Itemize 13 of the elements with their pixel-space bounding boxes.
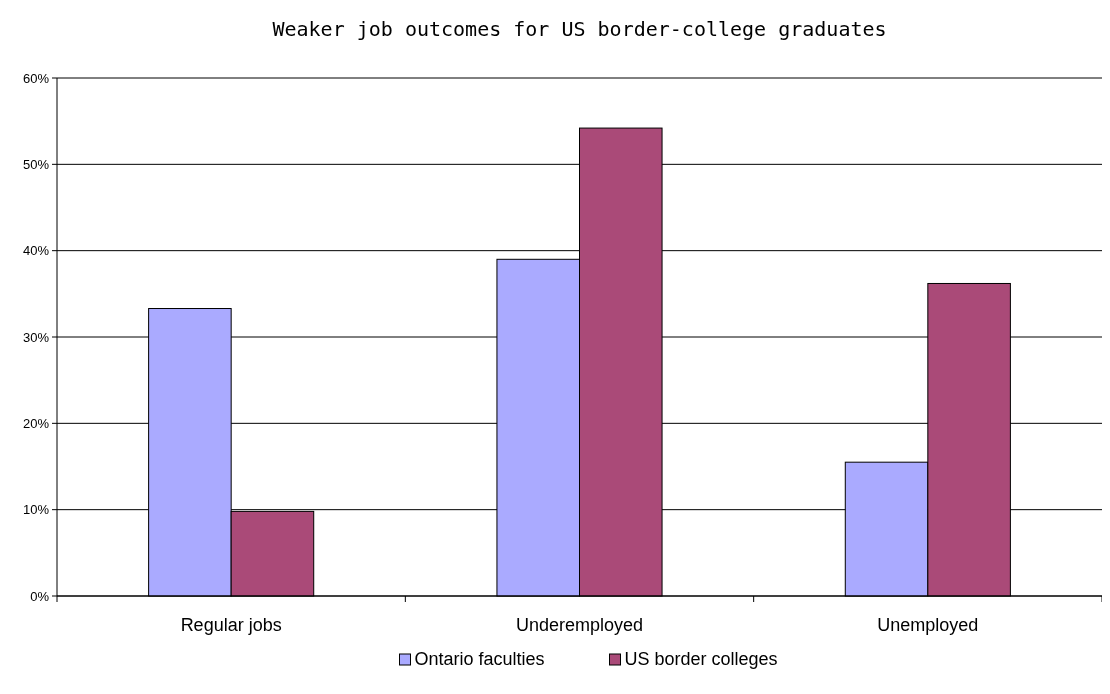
y-tick-label: 10% (22, 502, 50, 518)
chart-title: Weaker job outcomes for US border-college graduates (272, 17, 887, 41)
y-tick-label: 40% (22, 243, 50, 259)
y-tick-label: 60% (22, 70, 50, 86)
x-tick-label: Regular jobs (180, 615, 282, 635)
y-tick-label: 30% (22, 329, 50, 345)
x-tick-label: Underemployed (515, 615, 644, 635)
y-tick-label: 20% (22, 415, 50, 431)
legend-label: US border colleges (624, 649, 778, 669)
legend-label: Ontario faculties (414, 649, 545, 669)
y-tick-label: 0% (30, 588, 50, 604)
y-tick-label: 50% (22, 156, 50, 172)
x-tick-label: Unemployed (877, 615, 979, 635)
